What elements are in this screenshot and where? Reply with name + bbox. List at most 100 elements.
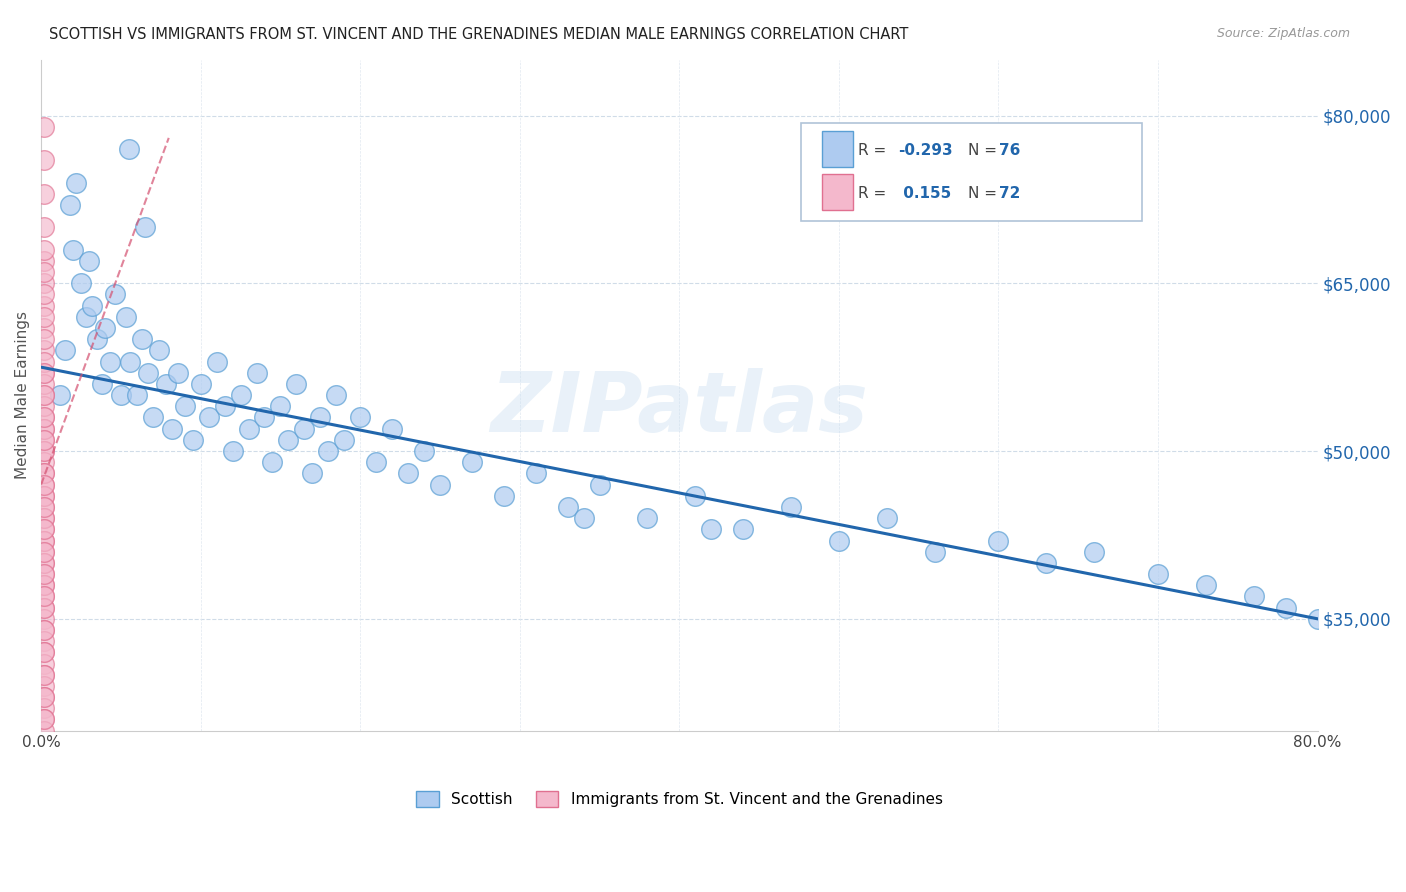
Point bbox=[876, 511, 898, 525]
Point bbox=[34, 713, 56, 727]
Point bbox=[65, 176, 87, 190]
Point bbox=[245, 366, 267, 380]
Point bbox=[136, 366, 159, 380]
Point bbox=[557, 500, 579, 514]
Point bbox=[34, 354, 56, 368]
Point bbox=[34, 600, 56, 615]
Point bbox=[34, 489, 56, 503]
Point bbox=[75, 310, 97, 324]
Point bbox=[34, 522, 56, 536]
Point bbox=[34, 410, 56, 425]
Point bbox=[492, 489, 515, 503]
Point bbox=[396, 467, 419, 481]
Point bbox=[309, 410, 332, 425]
Point bbox=[34, 623, 56, 637]
Point bbox=[34, 444, 56, 458]
Point bbox=[325, 388, 347, 402]
Point bbox=[381, 422, 404, 436]
Point bbox=[34, 612, 56, 626]
Text: N =: N = bbox=[967, 186, 1002, 202]
Point bbox=[34, 690, 56, 704]
Point bbox=[34, 511, 56, 525]
Point bbox=[53, 343, 76, 358]
Point bbox=[131, 332, 153, 346]
Point bbox=[190, 376, 212, 391]
Point bbox=[34, 723, 56, 738]
Point bbox=[34, 578, 56, 592]
Point bbox=[34, 657, 56, 671]
Point bbox=[1083, 544, 1105, 558]
Point bbox=[120, 354, 142, 368]
Point bbox=[34, 433, 56, 447]
Point bbox=[110, 388, 132, 402]
Point bbox=[34, 455, 56, 469]
Point bbox=[34, 679, 56, 693]
Point bbox=[34, 467, 56, 481]
Point bbox=[34, 277, 56, 291]
Point bbox=[114, 310, 136, 324]
Point bbox=[214, 399, 236, 413]
Point bbox=[34, 645, 56, 659]
Point bbox=[134, 220, 156, 235]
Point bbox=[34, 600, 56, 615]
Point bbox=[62, 243, 84, 257]
Point bbox=[34, 690, 56, 704]
Point bbox=[34, 265, 56, 279]
Point bbox=[34, 186, 56, 201]
Point bbox=[34, 500, 56, 514]
Point bbox=[572, 511, 595, 525]
Point bbox=[34, 310, 56, 324]
Point bbox=[34, 567, 56, 582]
Point bbox=[34, 220, 56, 235]
Text: 0.155: 0.155 bbox=[898, 186, 950, 202]
Point bbox=[1195, 578, 1218, 592]
Point bbox=[34, 243, 56, 257]
Point bbox=[34, 544, 56, 558]
Point bbox=[366, 455, 388, 469]
Point bbox=[34, 477, 56, 491]
Text: 76: 76 bbox=[1000, 144, 1021, 159]
Point bbox=[34, 153, 56, 168]
Point bbox=[34, 634, 56, 648]
Point bbox=[34, 388, 56, 402]
Point bbox=[167, 366, 190, 380]
Text: -0.293: -0.293 bbox=[898, 144, 952, 159]
Text: SCOTTISH VS IMMIGRANTS FROM ST. VINCENT AND THE GRENADINES MEDIAN MALE EARNINGS : SCOTTISH VS IMMIGRANTS FROM ST. VINCENT … bbox=[49, 27, 908, 42]
Point bbox=[34, 713, 56, 727]
Point bbox=[34, 433, 56, 447]
Point bbox=[34, 522, 56, 536]
Point bbox=[34, 422, 56, 436]
Point bbox=[229, 388, 252, 402]
Point bbox=[34, 120, 56, 134]
Text: Source: ZipAtlas.com: Source: ZipAtlas.com bbox=[1216, 27, 1350, 40]
Point bbox=[34, 366, 56, 380]
Point bbox=[173, 399, 195, 413]
Point bbox=[34, 556, 56, 570]
Point bbox=[34, 343, 56, 358]
Point bbox=[262, 455, 284, 469]
Point bbox=[700, 522, 723, 536]
Point bbox=[34, 332, 56, 346]
Point bbox=[34, 287, 56, 301]
Point bbox=[34, 623, 56, 637]
Point bbox=[253, 410, 276, 425]
Point bbox=[828, 533, 851, 548]
Point bbox=[34, 578, 56, 592]
Point bbox=[413, 444, 436, 458]
Point bbox=[86, 332, 108, 346]
Text: ZIPatlas: ZIPatlas bbox=[491, 368, 869, 449]
Point bbox=[103, 287, 125, 301]
Point bbox=[34, 533, 56, 548]
Point bbox=[34, 511, 56, 525]
Point bbox=[780, 500, 803, 514]
Point bbox=[1147, 567, 1170, 582]
Point bbox=[34, 422, 56, 436]
Point bbox=[238, 422, 260, 436]
Text: R =: R = bbox=[858, 144, 891, 159]
Point bbox=[77, 254, 100, 268]
Point bbox=[70, 277, 93, 291]
Point bbox=[987, 533, 1010, 548]
Point bbox=[924, 544, 946, 558]
Y-axis label: Median Male Earnings: Median Male Earnings bbox=[15, 311, 30, 479]
Point bbox=[49, 388, 72, 402]
